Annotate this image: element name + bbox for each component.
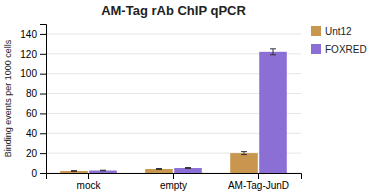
x-tick-label: empty: [160, 180, 187, 191]
bar: [259, 52, 287, 173]
y-axis-title: Binding events per 1000 cells: [3, 39, 13, 157]
x-tick-mark: [258, 173, 259, 179]
y-tick: 120: [20, 49, 46, 60]
error-bars: [100, 49, 276, 171]
error-bars: [71, 152, 247, 172]
chart: mock empty AM-Tag-JunD 0 20 40 60 80 100 120 140 AM…: [0, 0, 375, 193]
grid-line: [46, 33, 301, 34]
y-tick-mark: [40, 133, 46, 134]
y-tick-label: 80: [26, 88, 38, 99]
plot-area: [60, 49, 287, 173]
y-axis: 0 20 40 60 80 100 120 140: [20, 25, 46, 179]
bar: [60, 171, 88, 173]
legend-swatch: [311, 44, 321, 54]
y-tick-label: 100: [20, 68, 37, 79]
y-tick-label: 20: [26, 148, 38, 159]
y-tick: 140: [20, 29, 46, 40]
y-tick-mark: [40, 34, 46, 35]
y-tick: 80: [26, 88, 46, 99]
bar: [174, 168, 202, 173]
y-tick: 0: [31, 168, 46, 179]
error-bar: [100, 170, 106, 172]
y-tick-mark: [40, 54, 46, 55]
y-tick: 60: [26, 108, 46, 119]
bar-series: [60, 153, 258, 173]
legend-label: FOXRED: [325, 44, 367, 55]
x-tick-label: mock: [77, 180, 102, 191]
y-tick-label: 40: [26, 128, 38, 139]
bar: [89, 171, 117, 173]
bar: [145, 169, 173, 173]
x-tick-mark: [173, 173, 174, 179]
x-tick: empty: [160, 173, 187, 191]
y-tick-mark: [40, 94, 46, 95]
legend: Unt12 FOXRED: [311, 26, 367, 55]
error-bar: [71, 170, 77, 172]
x-axis: mock empty AM-Tag-JunD: [47, 173, 302, 191]
legend-item: FOXRED: [311, 44, 367, 55]
y-axis-line: [40, 25, 47, 174]
legend-item: Unt12: [311, 26, 352, 37]
y-tick-label: 0: [31, 168, 37, 179]
x-tick: mock: [77, 173, 102, 191]
bar: [230, 153, 258, 173]
y-tick-label: 60: [26, 108, 38, 119]
error-bar: [270, 49, 276, 55]
legend-label: Unt12: [325, 26, 352, 37]
title: AM-Tag rAb ChIP qPCR: [101, 3, 246, 18]
error-bar: [156, 168, 162, 170]
bar-series: [89, 52, 287, 173]
y-tick-mark: [40, 74, 46, 75]
x-tick: AM-Tag-JunD: [228, 173, 289, 191]
y-tick: 40: [26, 128, 46, 139]
y-tick-label: 120: [20, 49, 37, 60]
y-tick-mark: [40, 113, 46, 114]
error-bar: [185, 167, 191, 169]
x-axis-line: [47, 174, 302, 180]
error-bar: [241, 152, 247, 155]
y-tick-label: 140: [20, 29, 37, 40]
x-tick-mark: [88, 173, 89, 179]
x-tick-label: AM-Tag-JunD: [228, 180, 289, 191]
y-tick: 100: [20, 68, 46, 79]
y-tick: 20: [26, 148, 46, 159]
legend-swatch: [311, 26, 321, 36]
y-tick-mark: [40, 153, 46, 154]
y-tick-mark: [40, 173, 46, 174]
grid: [46, 34, 301, 173]
